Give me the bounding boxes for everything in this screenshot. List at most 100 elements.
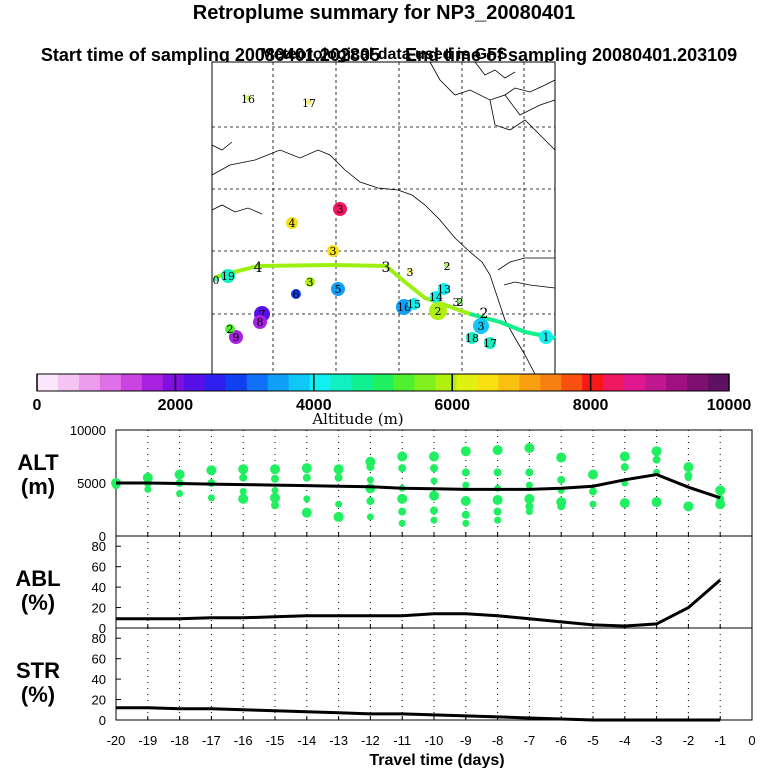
marker-day-label: 2 — [457, 296, 464, 309]
marker-day-label: 3 — [307, 276, 314, 289]
x-tick-label: -10 — [425, 733, 444, 748]
marker-day-label: 3 — [337, 203, 344, 216]
colorbar-cell — [456, 374, 478, 391]
x-tick-label: -1 — [714, 733, 726, 748]
panel-abl: 0 20 40 60 80 ABL(%) — [15, 535, 753, 636]
panel-alt: 0 5000 10000 ALT(m) — [17, 423, 753, 544]
altitude-scatter-point — [462, 481, 470, 489]
altitude-marker — [429, 302, 447, 320]
colorbar-tick-label: 10000 — [707, 397, 752, 414]
colorbar-cell — [414, 374, 436, 391]
coastline-segment — [503, 281, 556, 289]
panel-y-tick-label: 60 — [92, 652, 106, 667]
colorbar-cell — [330, 374, 353, 391]
altitude-scatter-point — [430, 464, 438, 473]
altitude-scatter-point — [683, 501, 694, 512]
altitude-marker-small — [245, 95, 251, 101]
altitude-marker — [396, 299, 412, 315]
altitude-marker-small — [213, 276, 219, 282]
x-tick-label: -3 — [651, 733, 663, 748]
marker-day-label: 5 — [335, 283, 342, 296]
altitude-scatter-point — [238, 493, 249, 504]
x-tick-label: -14 — [297, 733, 316, 748]
x-tick-label: -8 — [492, 733, 504, 748]
panel-y-tick-label: 0 — [99, 713, 106, 728]
panel-ylabel: ALT — [17, 450, 59, 475]
panel-series-line — [116, 578, 722, 628]
altitude-scatter-point — [429, 451, 439, 462]
panel-ylabel: ABL — [15, 566, 60, 591]
altitude-scatter-point — [525, 481, 533, 489]
altitude-scatter-point — [430, 506, 438, 515]
altitude-scatter-point — [366, 513, 374, 521]
altitude-scatter-point — [620, 463, 629, 472]
altitude-scatter-point — [398, 519, 406, 527]
x-tick-label: -12 — [361, 733, 380, 748]
altitude-scatter-point — [461, 510, 470, 519]
marker-day-label: 17 — [483, 337, 497, 350]
altitude-scatter-point — [144, 485, 152, 493]
panel-y-tick-label: 0 — [99, 621, 106, 636]
altitude-scatter-point — [397, 451, 408, 462]
altitude-scatter-point — [652, 455, 661, 464]
colorbar-cell — [204, 374, 227, 391]
x-tick-label: -15 — [266, 733, 285, 748]
altitude-marker — [333, 202, 347, 216]
altitude-scatter-point — [174, 469, 185, 480]
altitude-scatter-point — [207, 494, 215, 502]
panel-ylabel-unit: (%) — [21, 590, 55, 615]
coastline-segment — [497, 257, 555, 271]
panel-ylabel-unit: (%) — [21, 682, 55, 707]
marker-day-label: 1 — [543, 331, 550, 344]
marker-day-label: 16 — [241, 93, 255, 106]
altitude-scatter-point — [492, 445, 503, 456]
altitude-scatter-point — [430, 516, 438, 524]
altitude-scatter-point — [239, 487, 247, 495]
panel-ylabel-unit: (m) — [21, 474, 55, 499]
altitude-marker — [539, 330, 553, 344]
altitude-scatter-point — [493, 468, 502, 477]
altitude-marker — [225, 324, 235, 334]
altitude-scatter-point — [684, 474, 692, 482]
colorbar-cell — [309, 374, 332, 391]
colorbar-cell — [624, 374, 646, 391]
altitude-scatter-point — [556, 452, 567, 463]
altitude-scatter-point — [398, 507, 407, 516]
marker-day-label: 6 — [293, 288, 300, 301]
colorbar-cell — [225, 374, 248, 391]
colorbar-cell — [477, 374, 499, 391]
altitude-marker — [286, 217, 298, 229]
altitude-marker — [331, 282, 345, 296]
start-time-label: Start time of sampling 20080401.202805 — [40, 45, 380, 65]
altitude-scatter-point — [460, 496, 471, 507]
altitude-scatter-point — [715, 499, 726, 510]
altitude-scatter-point — [302, 473, 311, 482]
colorbar-cell — [246, 374, 269, 391]
colorbar-cell — [561, 374, 583, 391]
altitude-scatter-point — [525, 508, 533, 516]
colorbar-cell — [99, 374, 122, 391]
panel-y-tick-label: 10000 — [70, 423, 106, 438]
marker-day-label: 17 — [302, 97, 316, 110]
altitude-marker — [253, 315, 267, 329]
x-tick-label: -17 — [202, 733, 221, 748]
altitude-scatter-point — [333, 511, 344, 522]
colorbar-cell — [519, 374, 541, 391]
colorbar-label: Altitude (m) — [311, 410, 403, 428]
marker-day-label: 3 — [330, 245, 337, 258]
altitude-scatter-point — [303, 495, 311, 503]
altitude-marker — [473, 318, 489, 334]
x-tick-label: -4 — [619, 733, 631, 748]
marker-day-label: 2 — [227, 323, 234, 336]
marker-day-label: 16 — [397, 301, 411, 314]
altitude-scatter-point — [430, 477, 438, 485]
altitude-scatter-point — [398, 464, 407, 473]
colorbar-cell — [120, 374, 143, 391]
colorbar-cell — [708, 374, 730, 391]
marker-day-label: 0 — [213, 274, 220, 287]
marker-day-label: 2 — [444, 260, 451, 273]
altitude-scatter-point — [461, 468, 470, 477]
colorbar-cell — [183, 374, 206, 391]
plume-day-label: 3 — [453, 296, 460, 309]
